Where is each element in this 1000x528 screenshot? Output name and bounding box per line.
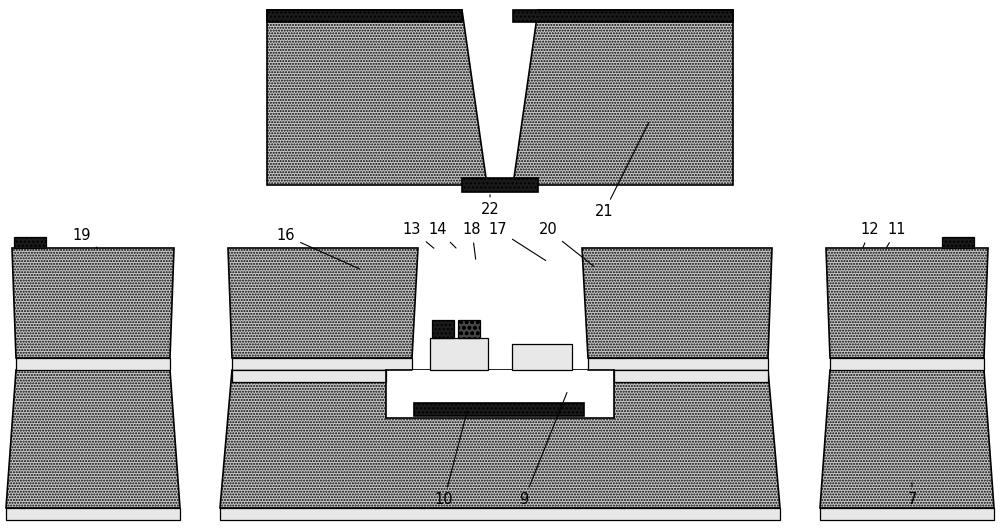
Text: 20: 20 — [539, 222, 594, 266]
Text: 16: 16 — [277, 229, 359, 269]
Bar — [386, 370, 614, 418]
Bar — [14, 237, 46, 248]
Bar — [412, 370, 496, 388]
Polygon shape — [228, 248, 418, 358]
Bar — [820, 508, 994, 520]
Polygon shape — [826, 248, 988, 358]
Bar — [458, 320, 480, 338]
Polygon shape — [267, 10, 487, 185]
Text: 17: 17 — [489, 222, 546, 260]
Bar — [6, 508, 180, 520]
Bar — [942, 237, 974, 248]
Bar — [430, 338, 488, 370]
Text: 18: 18 — [463, 222, 481, 259]
Text: 13: 13 — [403, 222, 434, 248]
Bar — [513, 10, 733, 22]
Text: 10: 10 — [435, 411, 467, 507]
Bar — [462, 178, 538, 192]
Bar — [432, 320, 454, 338]
Text: 21: 21 — [595, 122, 649, 220]
Bar — [232, 370, 386, 382]
Text: 9: 9 — [519, 393, 567, 507]
Text: 19: 19 — [73, 229, 98, 248]
Bar — [512, 344, 572, 370]
Bar — [614, 370, 768, 382]
Polygon shape — [820, 370, 994, 508]
Text: 11: 11 — [886, 222, 906, 248]
Polygon shape — [6, 370, 180, 508]
Bar — [16, 358, 170, 370]
Bar — [232, 358, 412, 370]
Polygon shape — [12, 248, 174, 358]
Bar — [504, 370, 588, 388]
Polygon shape — [513, 10, 733, 185]
Text: 22: 22 — [481, 195, 499, 218]
Bar — [414, 403, 584, 416]
Text: 14: 14 — [429, 222, 456, 248]
Bar — [267, 10, 462, 22]
Polygon shape — [582, 248, 772, 358]
Text: 12: 12 — [861, 222, 879, 248]
Text: 7: 7 — [907, 483, 917, 507]
Polygon shape — [220, 370, 780, 508]
Bar — [220, 508, 780, 520]
Bar — [588, 358, 768, 370]
Bar — [830, 358, 984, 370]
